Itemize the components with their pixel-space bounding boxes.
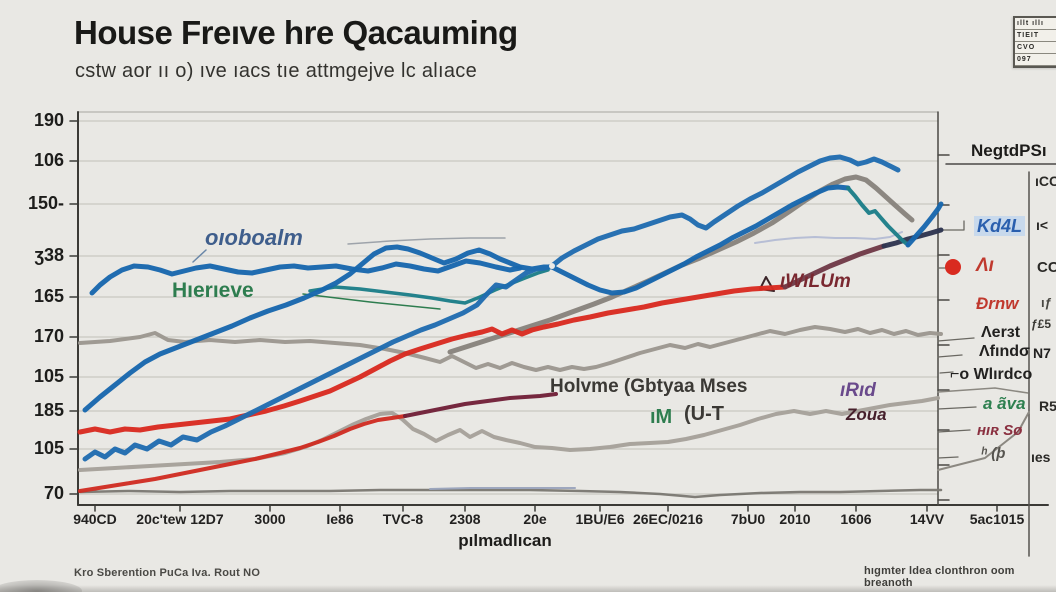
series-gray-peak	[447, 174, 915, 355]
legend-item: CC	[1037, 259, 1056, 276]
legend-item: Λfındσ	[979, 343, 1030, 360]
series-blue-right-tip	[905, 201, 944, 248]
legend-item: ıes	[1031, 449, 1051, 465]
chart-annotation: ıM	[650, 406, 673, 428]
legend-item: R5	[1039, 398, 1056, 414]
y-tick-label: 150-	[27, 193, 64, 213]
bracket-3	[937, 337, 975, 342]
series-blue-descender	[82, 184, 851, 413]
x-tick-label: 26EC/0216	[632, 511, 704, 527]
swoosh-1	[937, 411, 1030, 471]
bracket-1	[937, 220, 965, 231]
chart-annotation: ıRıd	[840, 380, 876, 401]
chart-annotation: (U-T	[684, 403, 724, 425]
legend-red-dot	[945, 259, 961, 275]
y-tick-label: 106	[33, 150, 64, 170]
legend-item: ıCC	[1035, 173, 1056, 189]
legend-item: ı<	[1036, 217, 1049, 233]
chart-annotation: oıoboalm	[205, 225, 303, 250]
x-tick-label: 940CD	[73, 511, 117, 527]
series-teal-drop	[846, 186, 910, 247]
bracket-6	[937, 406, 977, 410]
chart-annotation: Hıerıeve	[172, 279, 254, 302]
x-tick-label: 20c'tew 12D7	[136, 511, 224, 527]
y-tick-label: 190	[33, 110, 64, 130]
leader-oioboalm	[192, 249, 207, 263]
mini-table: ıllt ıllı TIEIT CVO 097	[1013, 16, 1056, 68]
chart-title: House Freıve hre Qacauming	[74, 14, 518, 51]
y-tick-label: 105	[33, 438, 64, 458]
bracket-8	[937, 456, 959, 459]
x-tick-label: 1606	[840, 511, 872, 527]
chart-annotation: ıWıLUm	[780, 271, 851, 292]
series-lavender-bottom	[429, 487, 576, 490]
knot-white-dot	[549, 263, 555, 269]
series-gray-mid-band	[78, 325, 943, 372]
legend-item: a ãva	[983, 394, 1026, 413]
bottom-vignette	[0, 585, 1056, 592]
x-tick-label: 1BU/E6	[575, 511, 625, 527]
x-tick-label: 5ac1015	[969, 511, 1025, 527]
x-tick-label: 14VV	[909, 511, 945, 527]
x-tick-label: 3000	[254, 511, 286, 527]
footnote-left: Kro Sberention PuCa Iva. Rout NO	[74, 567, 261, 579]
x-tick-label: 7bU0	[730, 511, 766, 527]
chart-annotation: Zoua	[846, 405, 887, 424]
x-tick-label: 20e	[523, 511, 547, 527]
series-blue-flat-left	[89, 258, 523, 296]
series-blue-peak-riser	[82, 154, 901, 462]
legend-item: ⌐o Wlırdco	[950, 366, 1033, 383]
mini-table-row: TIEIT	[1015, 30, 1056, 42]
bracket-4	[937, 354, 963, 358]
footnote-right: hıgmter ldea clonthron oom breanoth	[864, 565, 1015, 589]
series-maroon-extension	[782, 243, 887, 290]
x-tick-label: Ie86	[326, 511, 354, 527]
y-tick-label: 165	[33, 286, 64, 306]
series-red-low	[78, 414, 407, 493]
series-lavender-flat	[754, 231, 903, 244]
series-teal-left	[308, 268, 550, 305]
y-tick-label: 170	[33, 326, 64, 346]
series-gray-bottom-flat	[78, 488, 943, 499]
y-tick-label: ʒ38	[34, 245, 65, 265]
y-tick-label: 70	[43, 483, 64, 503]
series-maroon-low	[403, 392, 558, 418]
legend-item: ʜıʀ Sø	[977, 422, 1023, 439]
legend-item: NegtdPSı	[971, 141, 1047, 160]
mini-table-row: ıllt ıllı	[1015, 18, 1056, 30]
chart-annotation: Holvme (Gbtyaa Mses	[550, 376, 748, 397]
swoosh-2	[937, 387, 1029, 394]
x-axis-caption: pılmadlıcan	[458, 531, 552, 550]
x-tick-label: 2010	[779, 511, 811, 527]
legend-item: ƒ£5	[1031, 317, 1052, 331]
y-tick-label: 105	[33, 366, 64, 386]
leader-hierieve	[302, 293, 441, 310]
bracket-7	[937, 429, 971, 433]
legend-item: ıƒ	[1041, 295, 1052, 310]
mini-table-row: 097	[1015, 54, 1056, 66]
legend-item: N7	[1033, 345, 1051, 361]
legend-item: Kd4L	[974, 216, 1025, 236]
bracket-5	[939, 371, 954, 374]
x-tick-label: TVC-8	[382, 511, 424, 527]
legend-item: ʰ (þ	[981, 445, 1006, 462]
legend-item: Λerɜt	[981, 324, 1021, 341]
legend-item: Ðrnw	[976, 294, 1019, 313]
bottom-smudge	[0, 580, 82, 592]
legend-item: Λı	[976, 255, 994, 276]
y-tick-label: 185	[33, 400, 64, 420]
chart-subtitle: cstw aor ıı o) ıve ıacs tıe attmgejve lc…	[75, 60, 478, 82]
series-red-main	[77, 284, 788, 435]
mini-table-row: CVO	[1015, 42, 1056, 54]
series-label-tail-thin	[347, 237, 506, 245]
x-tick-label: 2308	[449, 511, 481, 527]
